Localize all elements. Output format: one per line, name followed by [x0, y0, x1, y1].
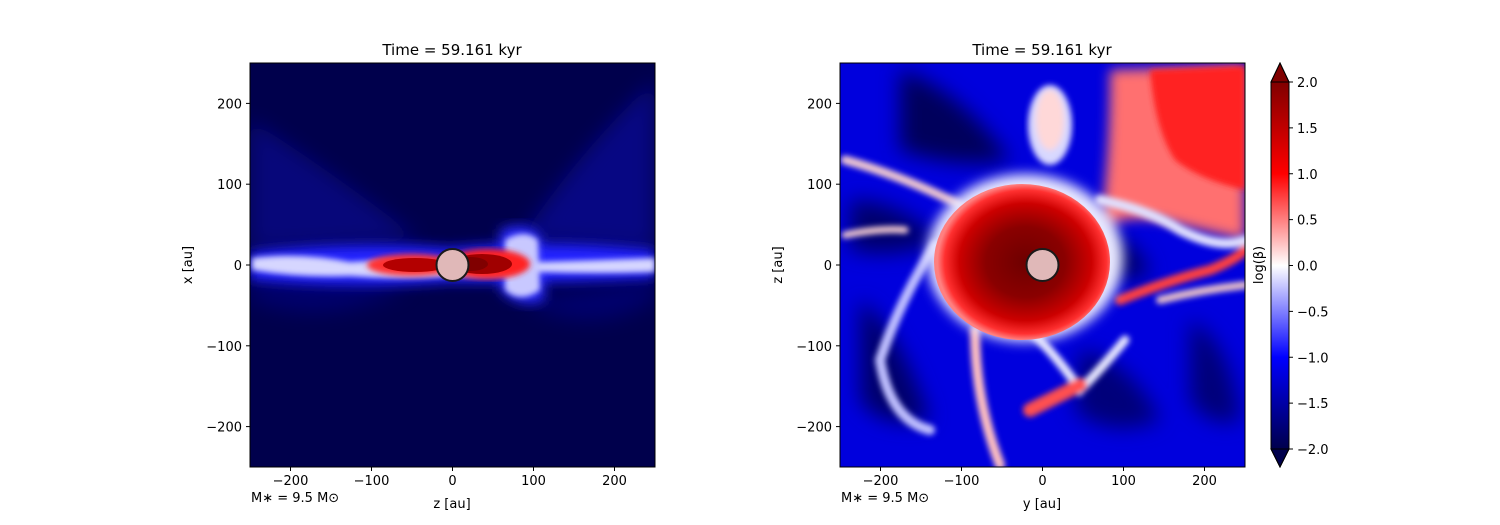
y-tick-label-right: 0 [824, 259, 832, 274]
x-tick-label-left: −200 [273, 474, 309, 489]
panel-right-xlabel: y [au] [1023, 497, 1061, 512]
x-tick-label-left: 0 [448, 474, 456, 489]
sink-particle-right [1025, 248, 1060, 282]
panel-left-annotation: M∗ = 9.5 M⊙ [251, 491, 339, 506]
x-tick-label-right: −200 [863, 474, 899, 489]
colorbar-tick-label: 2.0 [1297, 76, 1318, 91]
x-tick-label-right: 0 [1038, 474, 1046, 489]
colorbar: 2.0 1.5 1.0 0.5 0.0 −0.5 −1.0 −1.5 −2.0 log(β) [1252, 61, 1329, 469]
x-tick-label-right: −100 [944, 474, 980, 489]
panel-left-title: Time = 59.161 kyr [381, 41, 522, 59]
colorbar-extend-bottom [1270, 448, 1290, 469]
x-tick-label-right: 100 [1111, 474, 1136, 489]
x-tick-label-left: 100 [521, 474, 546, 489]
y-tick-label-right: −100 [796, 340, 832, 355]
panel-right-title: Time = 59.161 kyr [971, 41, 1112, 59]
panel-right: Time = 59.161 kyr [771, 41, 1246, 512]
x-tick-label-right: 200 [1192, 474, 1217, 489]
panel-left-ylabel: x [au] [181, 246, 196, 284]
y-tick-label-right: 200 [807, 97, 832, 112]
y-tick-label-left: 0 [234, 259, 242, 274]
y-tick-label-right: 100 [807, 178, 832, 193]
colorbar-tick-label: 0.0 [1297, 260, 1318, 275]
y-tick-label-right: −200 [796, 421, 832, 436]
ticks-left: −200 −100 0 100 200 −200 −100 0 100 200 [206, 97, 627, 489]
colorbar-tick-label: −1.5 [1297, 397, 1329, 412]
heatmap-left [250, 63, 655, 467]
colorbar-tick-label: 1.0 [1297, 168, 1318, 183]
y-tick-label-left: 200 [217, 97, 242, 112]
panel-right-annotation: M∗ = 9.5 M⊙ [841, 491, 929, 506]
panel-left: Time = 59.161 kyr [181, 41, 656, 512]
colorbar-tick-label: 0.5 [1297, 214, 1318, 229]
colorbar-tick-label: 1.5 [1297, 122, 1318, 137]
ticks-right: −200 −100 0 100 200 −200 −100 0 100 200 [796, 97, 1217, 489]
x-tick-label-left: −100 [354, 474, 390, 489]
colorbar-tick-label: −2.0 [1297, 443, 1329, 458]
panel-right-ylabel: z [au] [771, 246, 786, 283]
colorbar-tick-label: −1.0 [1297, 351, 1329, 366]
x-tick-label-left: 200 [602, 474, 627, 489]
y-tick-label-left: 100 [217, 178, 242, 193]
y-tick-label-left: −100 [206, 340, 242, 355]
colorbar-ticks: 2.0 1.5 1.0 0.5 0.0 −0.5 −1.0 −1.5 −2.0 [1289, 76, 1329, 458]
y-tick-label-left: −200 [206, 421, 242, 436]
colorbar-extend-top [1270, 61, 1290, 83]
sink-particle-left [435, 248, 470, 282]
panel-left-xlabel: z [au] [433, 497, 470, 512]
colorbar-label: log(β) [1252, 246, 1267, 284]
colorbar-tick-label: −0.5 [1297, 305, 1329, 320]
colorbar-gradient [1271, 82, 1289, 449]
